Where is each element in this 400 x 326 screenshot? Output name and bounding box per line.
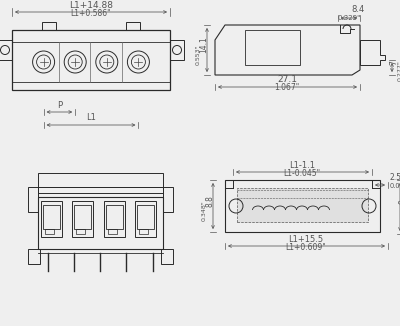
Text: 27.1: 27.1 [277, 76, 297, 84]
Text: 7: 7 [390, 61, 398, 66]
Bar [161, 249, 173, 264]
Bar [163, 187, 173, 212]
Bar [104, 201, 124, 237]
Bar [43, 205, 60, 229]
Bar [38, 187, 163, 193]
Text: 0.096": 0.096" [390, 183, 400, 189]
Bar [12, 30, 170, 90]
Bar [225, 180, 380, 232]
Text: 14.1: 14.1 [200, 37, 208, 53]
Bar [135, 201, 156, 237]
Bar [28, 187, 38, 212]
Bar [106, 205, 122, 229]
Text: L1: L1 [86, 113, 96, 123]
Text: L1+0.586": L1+0.586" [71, 9, 111, 19]
Bar [28, 249, 40, 264]
Text: 8.4: 8.4 [351, 6, 364, 14]
Text: L1+0.609": L1+0.609" [286, 243, 326, 251]
Bar [76, 229, 85, 234]
Text: 0.348": 0.348" [202, 200, 206, 221]
Bar [170, 40, 184, 60]
Bar [0, 40, 12, 60]
Text: 0.277": 0.277" [398, 61, 400, 82]
Bar [38, 193, 163, 197]
Text: 1.067": 1.067" [274, 83, 300, 93]
Bar [38, 173, 163, 187]
Bar [245, 30, 300, 65]
Bar [237, 188, 368, 222]
Bar [139, 229, 148, 234]
Bar [42, 22, 56, 30]
Text: 0.553": 0.553" [196, 45, 200, 65]
Bar [108, 229, 116, 234]
Bar [126, 22, 140, 30]
Bar [72, 201, 93, 237]
Bar [74, 205, 91, 229]
Text: 2.5: 2.5 [390, 173, 400, 183]
Text: P: P [57, 100, 62, 110]
Bar [38, 197, 163, 249]
Text: 8.8: 8.8 [206, 195, 214, 207]
Text: L1+15.5: L1+15.5 [288, 234, 324, 244]
Bar [137, 205, 154, 229]
Text: L1-1.1: L1-1.1 [289, 160, 315, 170]
Text: 9: 9 [398, 200, 400, 204]
Bar [41, 201, 62, 237]
Text: 0.329": 0.329" [337, 15, 361, 21]
Text: L1+14.88: L1+14.88 [69, 1, 113, 9]
Text: L1-0.045": L1-0.045" [284, 169, 320, 177]
Bar [45, 229, 54, 234]
